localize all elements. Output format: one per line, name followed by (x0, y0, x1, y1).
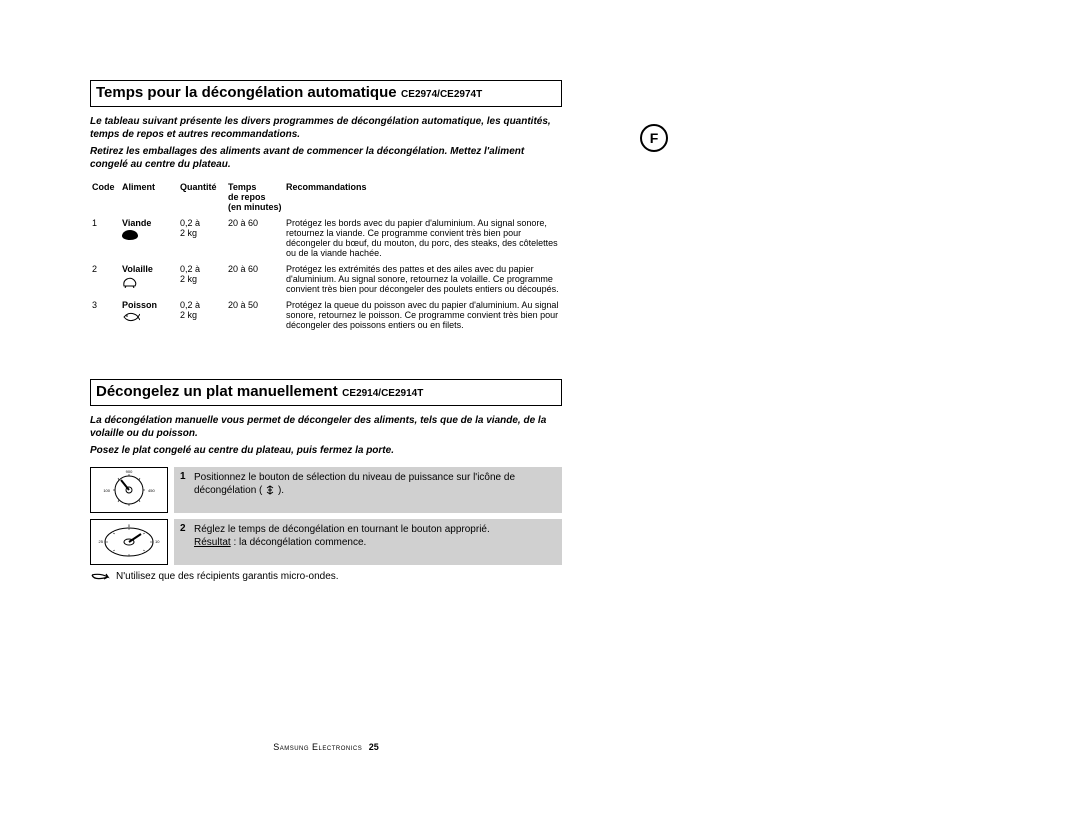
cell-qty: 0,2 à 2 kg (178, 297, 226, 333)
svg-text:100: 100 (103, 488, 110, 493)
svg-text:450: 450 (148, 488, 155, 493)
th-temps-l1: Temps (228, 182, 256, 192)
th-aliment: Aliment (120, 179, 178, 215)
section1-model: CE2974/CE2974T (401, 89, 482, 100)
qty-l1: 0,2 à (180, 300, 200, 310)
cell-qty: 0,2 à 2 kg (178, 215, 226, 261)
th-temps-l2: de repos (228, 192, 266, 202)
cell-aliment: Viande (120, 215, 178, 261)
fish-icon (122, 312, 140, 322)
footer-brand: Samsung Electronics (273, 742, 362, 752)
step2-result-rest: : la décongélation commence. (231, 537, 367, 548)
step1-pre: Positionnez le bouton de sélection du ni… (194, 472, 515, 496)
timer-dial-icon: 0 10 25 (90, 519, 168, 565)
defrost-symbol-icon (265, 485, 275, 496)
step-body: 1 Positionnez le bouton de sélection du … (174, 467, 562, 513)
qty-l1: 0,2 à (180, 264, 200, 274)
svg-text:10: 10 (155, 539, 160, 544)
th-qty: Quantité (178, 179, 226, 215)
cell-temps: 20 à 50 (226, 297, 284, 333)
section1-intro-1: Le tableau suivant présente les divers p… (90, 115, 562, 141)
th-rec: Recommandations (284, 179, 562, 215)
cell-rec: Protégez les extrémités des pattes et de… (284, 261, 562, 297)
section2-title: Décongelez un plat manuellement (96, 383, 338, 400)
table-row: 2 Volaille 0,2 à 2 kg 20 à 60 Protégez l… (90, 261, 562, 297)
step-row: 900 450 100 1 Positionnez le bouton de s… (90, 467, 562, 513)
qty-l2: 2 kg (180, 228, 197, 238)
th-temps-l3: (en minutes) (228, 202, 282, 212)
qty-l2: 2 kg (180, 274, 197, 284)
note-arrow-icon (90, 571, 116, 585)
note: N'utilisez que des récipients garantis m… (90, 571, 562, 585)
step-num: 1 (180, 471, 194, 482)
svg-text:900: 900 (126, 469, 133, 474)
qty-l2: 2 kg (180, 310, 197, 320)
th-code: Code (90, 179, 120, 215)
poultry-icon (122, 276, 138, 288)
step2-l1: Réglez le temps de décongélation en tour… (194, 524, 490, 535)
qty-l1: 0,2 à (180, 218, 200, 228)
language-badge: F (640, 124, 668, 152)
footer-page: 25 (369, 742, 379, 752)
cell-code: 3 (90, 297, 120, 333)
page-content: Temps pour la décongélation automatique … (90, 80, 562, 585)
section2-model: CE2914/CE2914T (342, 388, 423, 399)
cell-rec: Protégez les bords avec du papier d'alum… (284, 215, 562, 261)
aliment-label: Viande (122, 218, 151, 228)
cell-rec: Protégez la queue du poisson avec du pap… (284, 297, 562, 333)
cell-temps: 20 à 60 (226, 261, 284, 297)
footer: Samsung Electronics 25 (90, 742, 562, 752)
section1-intro-2: Retirez les emballages des aliments avan… (90, 145, 562, 171)
table-row: 1 Viande 0,2 à 2 kg 20 à 60 Protégez les… (90, 215, 562, 261)
note-text: N'utilisez que des récipients garantis m… (116, 571, 339, 582)
svg-text:0: 0 (128, 523, 131, 528)
section2-intro-1: La décongélation manuelle vous permet de… (90, 414, 562, 440)
meat-icon (122, 230, 138, 240)
step1-post: ). (275, 485, 284, 496)
cell-aliment: Volaille (120, 261, 178, 297)
aliment-label: Poisson (122, 300, 157, 310)
table-row: 3 Poisson 0,2 à 2 kg 20 à 50 Protégez la… (90, 297, 562, 333)
cell-code: 2 (90, 261, 120, 297)
step-row: 0 10 25 2 Réglez le temps de décongélati… (90, 519, 562, 565)
svg-text:25: 25 (99, 539, 104, 544)
aliment-label: Volaille (122, 264, 153, 274)
cell-code: 1 (90, 215, 120, 261)
step2-result-label: Résultat (194, 537, 231, 548)
steps: 900 450 100 1 Positionnez le bouton de s… (90, 467, 562, 565)
defrost-table: Code Aliment Quantité Temps de repos (en… (90, 179, 562, 333)
cell-qty: 0,2 à 2 kg (178, 261, 226, 297)
cell-temps: 20 à 60 (226, 215, 284, 261)
cell-aliment: Poisson (120, 297, 178, 333)
power-dial-icon: 900 450 100 (90, 467, 168, 513)
step-num: 2 (180, 523, 194, 534)
th-temps: Temps de repos (en minutes) (226, 179, 284, 215)
step-text: Positionnez le bouton de sélection du ni… (194, 471, 556, 497)
section2-title-bar: Décongelez un plat manuellement CE2914/C… (90, 379, 562, 406)
step-text: Réglez le temps de décongélation en tour… (194, 523, 490, 549)
section1-title-bar: Temps pour la décongélation automatique … (90, 80, 562, 107)
step-body: 2 Réglez le temps de décongélation en to… (174, 519, 562, 565)
section1-title: Temps pour la décongélation automatique (96, 84, 397, 101)
section2-intro-2: Posez le plat congelé au centre du plate… (90, 444, 562, 457)
